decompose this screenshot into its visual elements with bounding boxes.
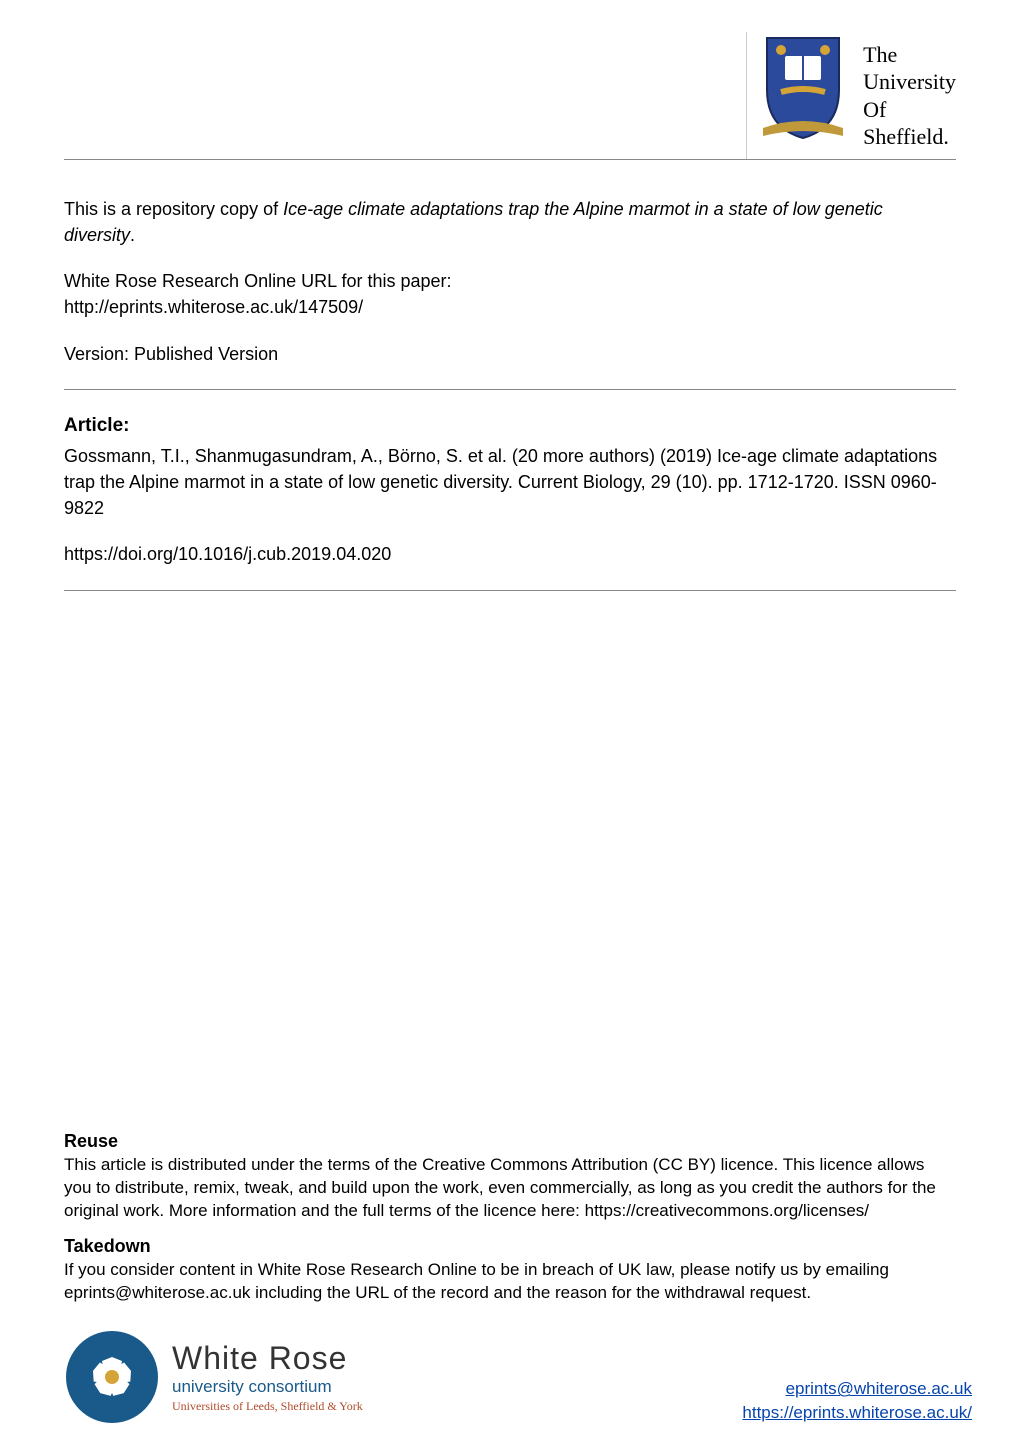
takedown-section: Takedown If you consider content in Whit… [64,1236,956,1305]
whiterose-logo-icon [64,1329,160,1425]
whiterose-text: White Rose university consortium Univers… [172,1340,363,1414]
article-doi: https://doi.org/10.1016/j.cub.2019.04.02… [64,541,956,567]
header: The University Of Sheffield. [64,32,956,160]
version-line: Version: Published Version [64,341,956,367]
whiterose-name: White Rose [172,1340,363,1377]
url-value: http://eprints.whiterose.ac.uk/147509/ [64,297,363,317]
main-content: This is a repository copy of Ice-age cli… [64,196,956,590]
takedown-heading: Takedown [64,1236,956,1257]
article-citation: Gossmann, T.I., Shanmugasundram, A., Bör… [64,443,956,521]
reuse-section: Reuse This article is distributed under … [64,1131,956,1223]
footer: White Rose university consortium Univers… [64,1329,972,1425]
institution-line-2: University [863,69,956,94]
article-heading: Article: [64,412,956,440]
takedown-body: If you consider content in White Rose Re… [64,1259,956,1305]
institution-line-3: Of [863,97,956,122]
whiterose-universities: Universities of Leeds, Sheffield & York [172,1399,363,1414]
university-crest-icon [757,32,849,142]
footer-email-link[interactable]: eprints@whiterose.ac.uk [786,1379,972,1398]
footer-site-link[interactable]: https://eprints.whiterose.ac.uk/ [742,1403,972,1422]
url-block: White Rose Research Online URL for this … [64,268,956,320]
reuse-heading: Reuse [64,1131,956,1152]
institution-name: The University Of Sheffield. [863,32,956,149]
divider-bottom [64,590,956,591]
repository-intro: This is a repository copy of Ice-age cli… [64,196,956,248]
intro-suffix: . [130,225,135,245]
url-label: White Rose Research Online URL for this … [64,271,452,291]
institution-block: The University Of Sheffield. [746,32,956,159]
footer-links: eprints@whiterose.ac.uk https://eprints.… [742,1377,972,1425]
intro-prefix: This is a repository copy of [64,199,283,219]
divider-top [64,389,956,390]
whiterose-subtitle: university consortium [172,1377,363,1397]
institution-line-1: The [863,42,956,67]
institution-line-4: Sheffield. [863,124,956,149]
whiterose-logo-block: White Rose university consortium Univers… [64,1329,363,1425]
reuse-body: This article is distributed under the te… [64,1154,956,1223]
